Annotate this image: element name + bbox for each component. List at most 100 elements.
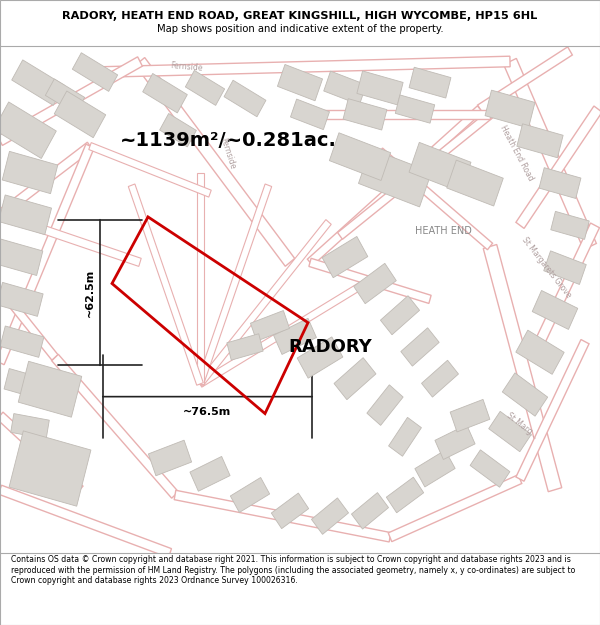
Polygon shape	[198, 275, 375, 387]
Bar	[386, 477, 424, 512]
Polygon shape	[377, 148, 493, 250]
Bar	[148, 440, 191, 476]
Text: Fernside: Fernside	[170, 61, 203, 72]
Bar	[11, 414, 49, 439]
Bar	[0, 239, 43, 276]
Polygon shape	[135, 58, 295, 266]
Bar	[9, 431, 91, 506]
Text: St Margarets Grove: St Margarets Grove	[520, 236, 573, 300]
Bar	[544, 251, 586, 284]
Bar	[409, 68, 451, 98]
Bar	[46, 79, 85, 114]
Bar	[185, 71, 224, 106]
Polygon shape	[307, 106, 482, 266]
Bar	[0, 102, 56, 159]
Bar	[516, 330, 564, 374]
Bar	[311, 498, 349, 534]
Polygon shape	[100, 56, 510, 78]
Bar	[54, 91, 106, 138]
Polygon shape	[516, 106, 600, 228]
Bar	[0, 326, 44, 357]
Bar	[297, 337, 343, 378]
Polygon shape	[0, 485, 172, 558]
Text: RADORY, HEATH END ROAD, GREAT KINGSHILL, HIGH WYCOMBE, HP15 6HL: RADORY, HEATH END ROAD, GREAT KINGSHILL,…	[62, 11, 538, 21]
Polygon shape	[338, 95, 512, 239]
Bar	[322, 236, 368, 278]
Polygon shape	[0, 142, 92, 219]
Bar	[389, 418, 421, 456]
Bar	[334, 357, 376, 399]
Bar	[143, 74, 187, 113]
Bar	[12, 60, 64, 106]
Bar	[0, 282, 43, 316]
Bar	[277, 64, 323, 101]
Text: Fernside: Fernside	[218, 137, 236, 170]
Polygon shape	[0, 286, 58, 360]
Text: Contains OS data © Crown copyright and database right 2021. This information is : Contains OS data © Crown copyright and d…	[11, 555, 575, 585]
Bar	[450, 399, 490, 432]
Text: Heath End Road: Heath End Road	[498, 124, 535, 182]
Text: ~62.5m: ~62.5m	[85, 268, 95, 317]
Bar	[380, 296, 419, 335]
Polygon shape	[320, 110, 490, 119]
Bar	[190, 456, 230, 491]
Bar	[395, 95, 435, 123]
Bar	[532, 291, 578, 329]
Bar	[227, 334, 263, 360]
Text: ~76.5m: ~76.5m	[184, 408, 232, 418]
Polygon shape	[197, 184, 272, 385]
Bar	[415, 450, 455, 487]
Text: RADORY: RADORY	[288, 338, 372, 356]
Bar	[274, 318, 316, 354]
Bar	[271, 493, 308, 529]
Bar	[290, 99, 329, 129]
Bar	[343, 99, 387, 130]
Bar	[73, 52, 118, 91]
Bar	[224, 80, 266, 117]
Polygon shape	[0, 144, 94, 365]
Bar	[367, 385, 403, 426]
Bar	[18, 361, 82, 418]
Bar	[352, 492, 389, 529]
Polygon shape	[503, 58, 596, 249]
Bar	[447, 160, 503, 206]
Text: ~1139m²/~0.281ac.: ~1139m²/~0.281ac.	[120, 131, 337, 150]
Text: HEATH END: HEATH END	[415, 226, 472, 236]
Polygon shape	[174, 490, 391, 542]
Bar	[250, 311, 290, 341]
Polygon shape	[516, 339, 589, 481]
Bar	[0, 195, 52, 234]
Bar	[401, 328, 439, 366]
Bar	[470, 450, 510, 488]
Bar	[422, 360, 458, 397]
Text: St Marg...: St Marg...	[505, 411, 539, 441]
Bar	[4, 369, 46, 399]
Bar	[2, 151, 58, 194]
Bar	[324, 71, 366, 105]
Polygon shape	[483, 244, 562, 492]
Polygon shape	[478, 47, 572, 113]
Bar	[502, 373, 548, 416]
Text: Map shows position and indicative extent of the property.: Map shows position and indicative extent…	[157, 24, 443, 34]
Polygon shape	[197, 173, 203, 384]
Polygon shape	[536, 223, 599, 344]
Bar	[489, 411, 531, 452]
Bar	[357, 71, 403, 105]
Bar	[409, 142, 471, 192]
Bar	[358, 149, 431, 207]
Bar	[230, 478, 269, 512]
Bar	[517, 124, 563, 158]
Polygon shape	[128, 184, 203, 385]
Bar	[354, 263, 396, 304]
Bar	[551, 211, 589, 239]
Polygon shape	[0, 412, 83, 493]
Bar	[485, 90, 535, 128]
Bar	[329, 132, 391, 181]
Polygon shape	[89, 142, 211, 197]
Polygon shape	[52, 354, 178, 498]
Bar	[160, 114, 196, 147]
Bar	[435, 425, 475, 459]
Bar	[539, 168, 581, 199]
Polygon shape	[197, 219, 331, 386]
Polygon shape	[0, 57, 142, 146]
